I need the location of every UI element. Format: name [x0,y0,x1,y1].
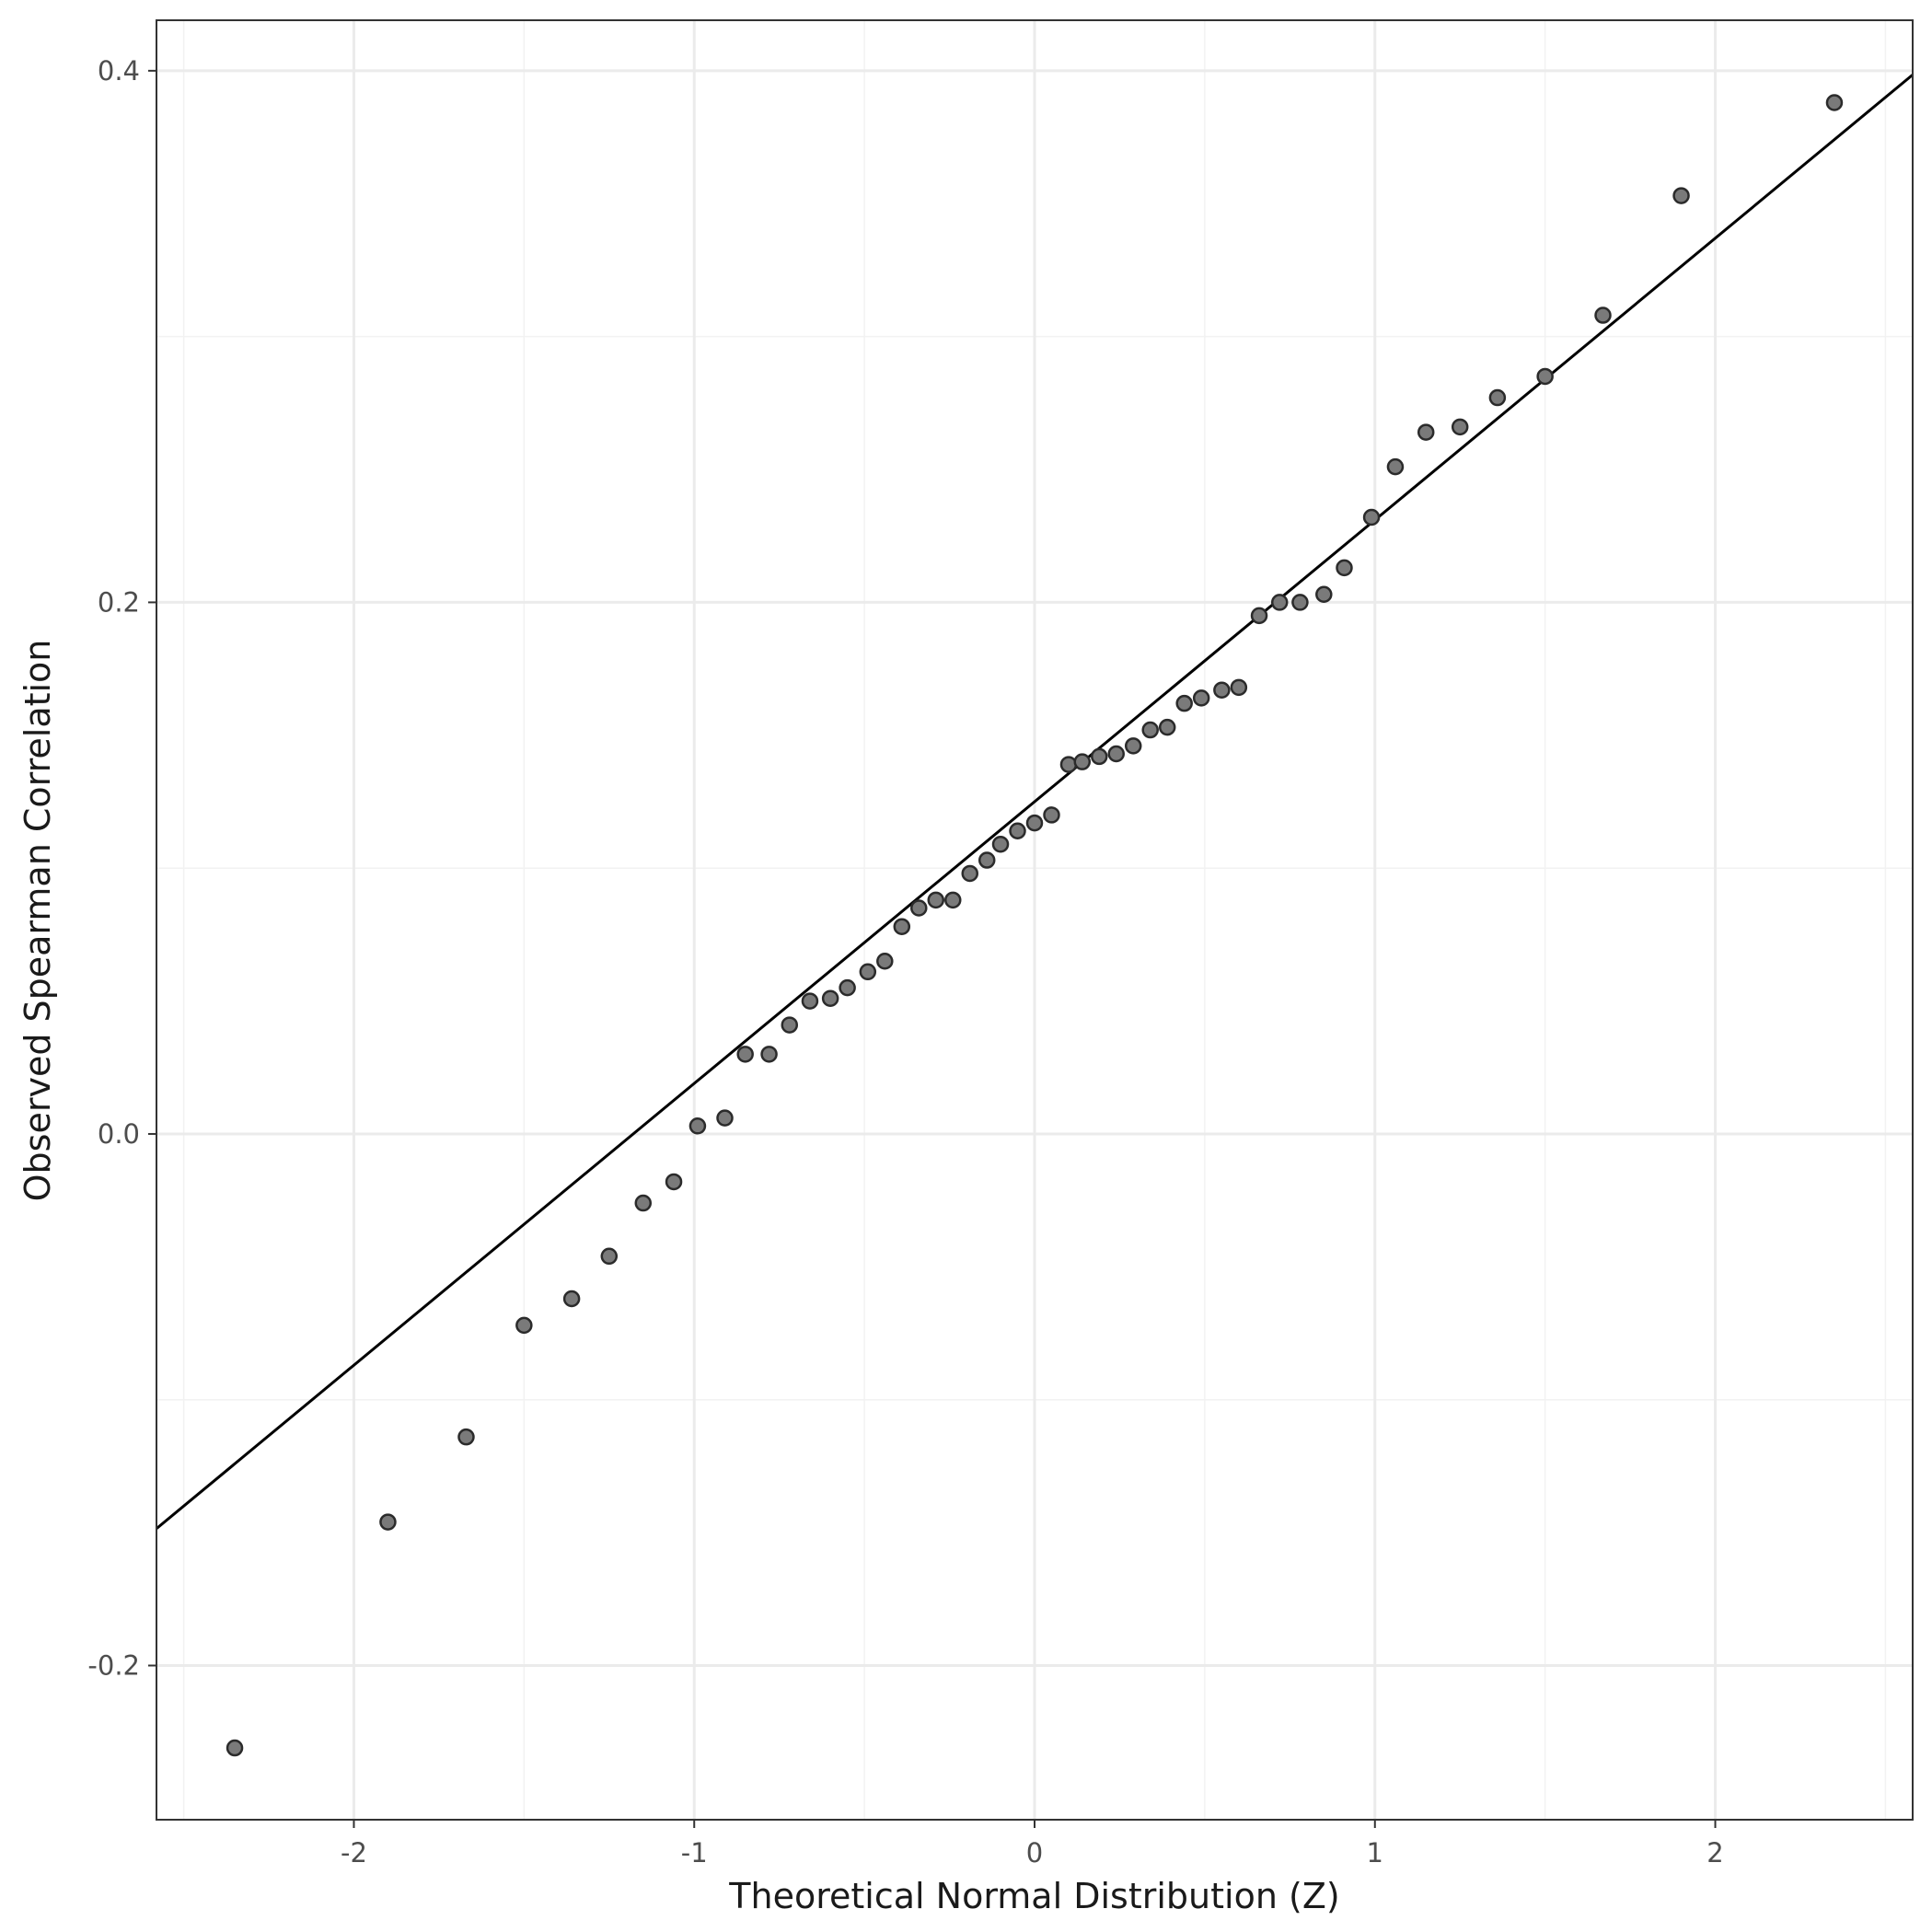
y-tick-label: -0.2 [87,1650,140,1682]
major-grid [156,20,1913,1820]
data-point [839,978,856,997]
data-point [1230,678,1248,697]
reference-line [156,74,1914,1530]
x-tick-label: 2 [1706,1837,1723,1868]
data-point [688,1117,707,1135]
data-point [665,1173,683,1191]
data-point [859,963,877,981]
data-point [562,1290,581,1308]
y-tick-label: 0.0 [98,1118,140,1150]
data-point [1594,307,1612,324]
data-point [1488,388,1507,407]
y-tick-label: 0.2 [98,586,140,618]
y-axis-title: Observed Spearman Correlation [17,640,58,1202]
x-tick-label: -2 [341,1837,367,1868]
data-point [1417,423,1435,441]
data-point [1141,721,1159,739]
data-point [1158,718,1176,736]
data-point [1009,822,1026,840]
data-point [978,851,996,869]
data-point [927,891,945,909]
data-point [991,835,1010,853]
data-point [1192,689,1210,707]
data-point [1336,559,1353,577]
data-point [1825,94,1844,111]
data-point [1043,806,1060,824]
x-tick-label: -1 [681,1837,708,1868]
data-point [1270,594,1289,611]
data-point [944,891,962,909]
data-point [600,1247,619,1266]
data-point [961,864,978,883]
data-points [226,94,1844,1757]
data-point [226,1739,244,1757]
x-axis-title: Theoretical Normal Distribution (Z) [728,1876,1339,1916]
data-point [876,953,894,970]
y-axis-ticks: -0.2 0.0 0.2 0.4 [87,55,156,1682]
data-point [634,1194,653,1212]
data-point [1672,187,1690,204]
data-point [910,899,928,917]
data-point [515,1316,533,1335]
y-tick-label: 0.4 [98,55,140,87]
x-tick-label: 1 [1367,1837,1383,1868]
data-point [1291,594,1309,611]
data-point [1213,681,1231,699]
data-point [1073,753,1092,770]
data-point [781,1016,799,1034]
data-point [893,918,911,935]
data-point [379,1513,397,1531]
data-point [801,992,819,1010]
x-tick-label: 0 [1026,1837,1043,1868]
data-point [1536,367,1554,386]
x-axis-ticks: -2 -1 0 1 2 [341,1820,1724,1868]
data-point [1386,457,1405,476]
data-point [1091,747,1108,766]
data-point [1107,745,1125,763]
data-point [1451,418,1469,436]
data-point [457,1428,475,1446]
data-point [1025,814,1044,832]
data-point [1124,737,1142,755]
data-point [716,1109,734,1127]
data-point [760,1046,778,1063]
data-point [821,989,839,1007]
data-point [1250,607,1268,625]
data-point [1059,756,1078,773]
data-point [1315,585,1333,604]
data-point [736,1046,754,1063]
data-point [1175,694,1193,712]
data-point [1362,508,1381,526]
